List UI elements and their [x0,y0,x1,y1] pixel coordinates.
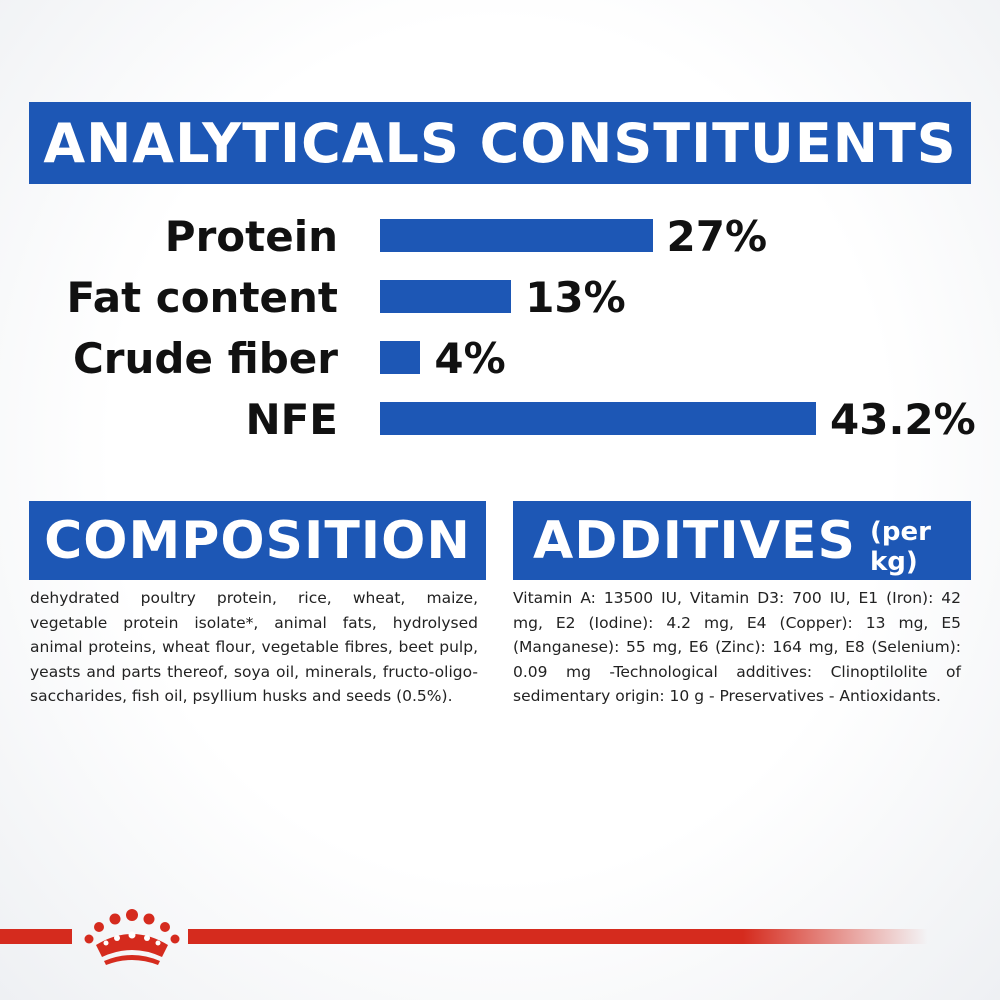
crown-icon [84,909,180,965]
bar-value-nfe: 43.2% [830,395,976,444]
footer-red-line-left [0,929,72,944]
bar-crude-fiber [380,341,421,374]
bar-label-fat-content: Fat content [66,273,338,322]
composition-title: COMPOSITION [44,510,471,571]
bar-nfe [380,402,816,435]
additives-title: ADDITIVES [533,510,856,571]
footer-red-line-right [188,929,928,944]
bar-protein [380,219,653,252]
bar-value-protein: 27% [666,212,768,261]
composition-text: dehydrated poultry protein, rice, wheat,… [30,589,478,705]
bar-label-protein: Protein [164,212,338,261]
page-title: ANALYTICALS CONSTITUENTS [43,111,957,175]
analytical-constituents-banner: ANALYTICALS CONSTITUENTS [29,102,971,184]
bar-label-nfe: NFE [245,395,338,444]
bar-value-crude-fiber: 4% [434,334,506,383]
additives-banner: ADDITIVES (per kg) [513,501,971,580]
composition-banner: COMPOSITION [29,501,486,580]
bar-fat-content [380,280,512,313]
bar-label-crude-fiber: Crude fiber [72,334,338,383]
additives-subtitle: (per kg) [869,516,931,577]
bar-value-fat-content: 13% [525,273,626,322]
additives-text: Vitamin A: 13500 IU, Vitamin D3: 700 IU,… [513,589,961,705]
